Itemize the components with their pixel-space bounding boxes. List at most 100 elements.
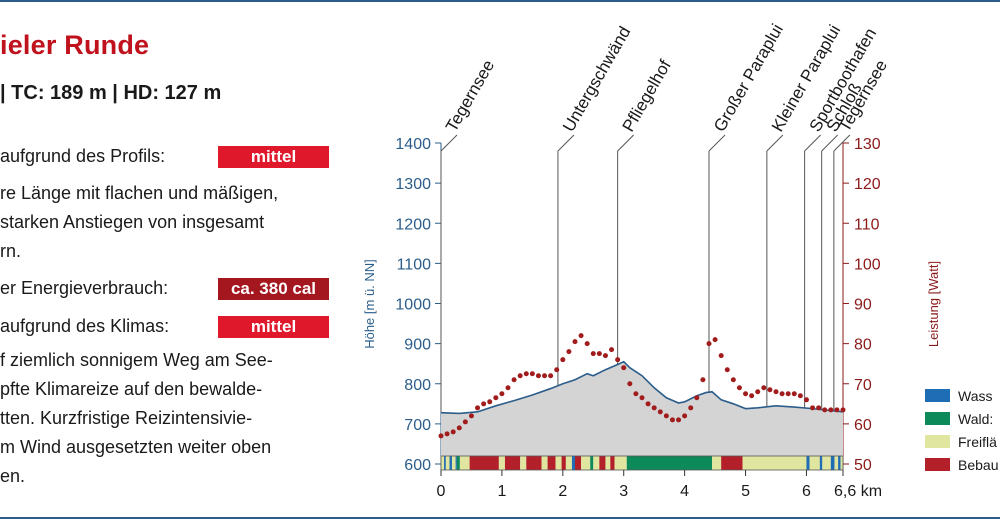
- y-tick-label: 1200: [395, 216, 431, 233]
- route-stats: | TC: 189 m | HD: 127 m: [0, 82, 222, 104]
- landcover-segment-open: [809, 456, 820, 470]
- power-point: [590, 351, 596, 357]
- power-point: [682, 413, 688, 419]
- power-point: [755, 389, 761, 395]
- y2-tick-label: 60: [854, 417, 872, 434]
- power-point: [834, 407, 840, 413]
- energy-badge: ca. 380 cal: [218, 278, 329, 300]
- power-point: [572, 339, 578, 345]
- power-point: [468, 413, 474, 419]
- landcover-segment-water: [449, 456, 452, 470]
- power-point: [700, 377, 706, 383]
- power-point: [505, 385, 511, 391]
- profile-description: re Länge mit flachen und mäßigen, starke…: [0, 179, 278, 266]
- power-point: [736, 385, 742, 391]
- x-tick-label: 3: [619, 483, 628, 500]
- landcover-segment-open: [614, 456, 627, 470]
- y2-tick-label: 120: [854, 176, 881, 193]
- y-tick-label: 1300: [395, 176, 431, 193]
- climate-description: f ziemlich sonnigem Weg am See- pfte Kli…: [0, 346, 273, 491]
- power-point: [724, 367, 730, 373]
- power-point: [438, 433, 444, 439]
- landcover-segment-water: [444, 456, 446, 470]
- x-tick-label: 0: [437, 483, 446, 500]
- energy-label: er Energieverbrauch:: [0, 278, 169, 298]
- landcover-segment-water: [571, 456, 575, 470]
- landcover-segment-water: [806, 456, 810, 470]
- landcover-segment-water: [838, 456, 841, 470]
- power-point: [523, 371, 529, 377]
- power-point: [481, 401, 487, 407]
- y-tick-label: 1400: [395, 136, 431, 153]
- waypoint-leader: [833, 134, 851, 152]
- power-point: [548, 373, 554, 379]
- legend-swatch-forest: [925, 412, 950, 425]
- landcover-segment-built: [504, 456, 521, 470]
- info-panel: ieler Runde | TC: 189 m | HD: 127 m aufg…: [0, 0, 370, 520]
- power-point: [554, 367, 560, 373]
- legend-swatch-water: [925, 389, 950, 402]
- power-point: [785, 391, 791, 397]
- power-point: [657, 409, 663, 415]
- x-tick-label: 2: [558, 483, 567, 500]
- waypoint-label: Pfliegelhof: [619, 57, 675, 135]
- y2-tick-label: 110: [854, 216, 880, 233]
- y-tick-label: 700: [404, 417, 431, 434]
- x-tick-label: 6,6 km: [834, 483, 882, 500]
- power-point: [493, 395, 499, 401]
- power-point: [773, 389, 779, 395]
- power-point: [584, 341, 590, 347]
- y-tick-label: 1100: [397, 256, 432, 273]
- power-point: [767, 387, 773, 393]
- landcover-segment-built: [575, 456, 582, 470]
- route-title: ieler Runde: [0, 30, 150, 60]
- landcover-segment-built: [547, 456, 556, 470]
- landcover-segment-forest: [626, 456, 713, 470]
- landcover-segment-forest: [590, 456, 594, 470]
- landcover-segment-open: [498, 456, 505, 470]
- y-axis-title: Höhe [m ü. NN]: [362, 259, 377, 349]
- waypoint-leader: [804, 134, 821, 152]
- power-point: [456, 425, 462, 431]
- elevation-line: [440, 360, 844, 415]
- power-point: [669, 417, 675, 423]
- landcover-segment-built: [599, 456, 606, 470]
- climate-description-line: pfte Klimareize auf den bewalde-: [0, 379, 263, 399]
- landcover-segment-open: [441, 456, 445, 470]
- power-point: [651, 405, 657, 411]
- y2-tick-label: 70: [854, 377, 872, 394]
- power-point: [730, 377, 736, 383]
- waypoint-leader: [557, 134, 575, 152]
- x-tick-label: 4: [680, 483, 689, 500]
- landcover-segment-open: [605, 456, 611, 470]
- power-point: [602, 353, 608, 359]
- power-point: [743, 391, 749, 397]
- landcover-segment-open: [840, 456, 843, 470]
- y2-axis-title: Leistung [Watt]: [926, 261, 941, 347]
- landcover-segment-built: [561, 456, 566, 470]
- profile-description-line: starken Anstiegen von insgesamt: [0, 212, 265, 232]
- waypoint-leader: [766, 134, 784, 152]
- landcover-segment-open: [565, 456, 572, 470]
- landcover-segment-open: [520, 456, 527, 470]
- landcover-segment-open: [445, 456, 450, 470]
- profile-description-line: rn.: [0, 241, 22, 261]
- power-point: [761, 385, 767, 391]
- power-point: [822, 407, 828, 413]
- power-point: [676, 417, 682, 423]
- landcover-segment-open: [459, 456, 470, 470]
- elevation-area: [441, 361, 843, 464]
- power-point: [797, 393, 803, 399]
- y2-tick-label: 50: [854, 457, 872, 474]
- power-point: [517, 373, 523, 379]
- x-tick-label: 1: [497, 483, 506, 500]
- legend-label: Wald:: [958, 411, 993, 427]
- power-point: [462, 419, 468, 425]
- landcover-segment-open: [593, 456, 600, 470]
- landcover-segment-built: [721, 456, 743, 470]
- power-point: [828, 407, 834, 413]
- power-point: [596, 351, 602, 357]
- waypoint-label: Tegernsee: [442, 57, 498, 135]
- profile-label: aufgrund des Profils:: [0, 146, 166, 166]
